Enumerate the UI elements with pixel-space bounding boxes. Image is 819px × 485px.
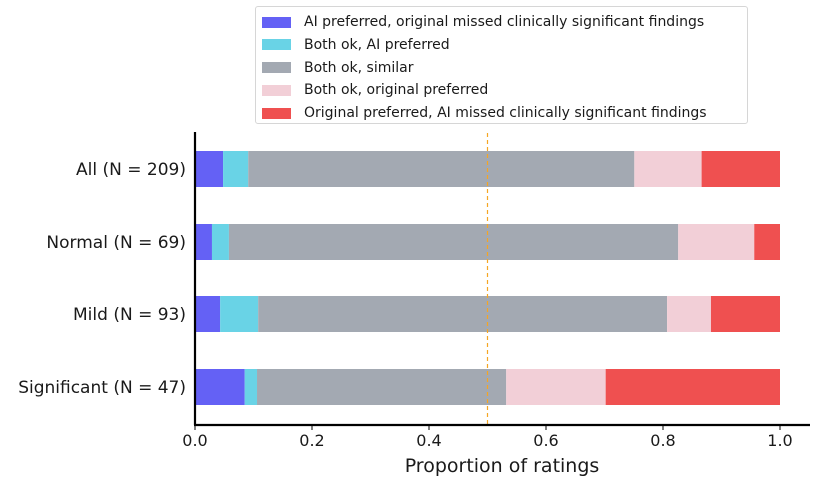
legend-item: Both ok, original preferred [262,80,488,100]
legend-item: AI preferred, original missed clinically… [262,12,704,32]
bar-segment-3-row-3 [258,296,668,332]
bar-segment-3-row-1 [248,151,635,187]
bar-segment-4-row-1 [634,151,702,187]
x-tick-label: 0.6 [533,431,558,450]
y-tick-label: Normal (N = 69) [46,233,186,253]
legend-swatch [262,39,291,51]
x-tick-label: 0.2 [299,431,324,450]
bar-segment-1-row-2 [195,224,212,260]
bar-segment-4-row-2 [678,224,755,260]
bar-segment-2-row-4 [244,369,258,405]
bar-segment-1-row-4 [195,369,245,405]
bar-segment-3-row-4 [257,369,507,405]
legend-item: Both ok, AI preferred [262,35,450,55]
x-tick-label: 0.4 [416,431,441,450]
bar-segment-5-row-2 [754,224,780,260]
bar-segment-2-row-2 [211,224,229,260]
x-axis-label: Proportion of ratings [405,455,600,477]
legend-label: Both ok, similar [304,59,414,76]
legend: AI preferred, original missed clinically… [255,6,748,124]
legend-swatch [262,16,291,28]
legend-swatch [262,62,291,74]
bar-segment-2-row-1 [223,151,249,187]
bar-segment-4-row-4 [506,369,606,405]
bar-segment-5-row-3 [710,296,780,332]
legend-item: Original preferred, AI missed clinically… [262,103,707,123]
legend-label: Both ok, original preferred [304,82,489,99]
bar-segment-1-row-3 [195,296,221,332]
bar-segment-1-row-1 [195,151,224,187]
x-tick-label: 0.8 [650,431,675,450]
x-tick-label: 0.0 [182,431,207,450]
y-tick-label: Significant (N = 47) [18,378,186,398]
legend-label: Both ok, AI preferred [304,36,450,53]
legend-label: AI preferred, original missed clinically… [304,14,705,30]
bar-segment-5-row-4 [605,369,780,405]
bar-segment-5-row-1 [701,151,780,187]
x-tick-label: 1.0 [767,431,792,450]
legend-swatch [262,84,291,96]
y-tick-label: All (N = 209) [76,160,186,180]
y-tick-label: Mild (N = 93) [73,305,186,325]
legend-label: Original preferred, AI missed clinically… [304,105,707,122]
bar-segment-2-row-3 [220,296,259,332]
bar-segment-4-row-3 [667,296,711,332]
legend-item: Both ok, similar [262,58,414,78]
bar-segment-3-row-2 [228,224,679,260]
legend-swatch [262,107,291,119]
